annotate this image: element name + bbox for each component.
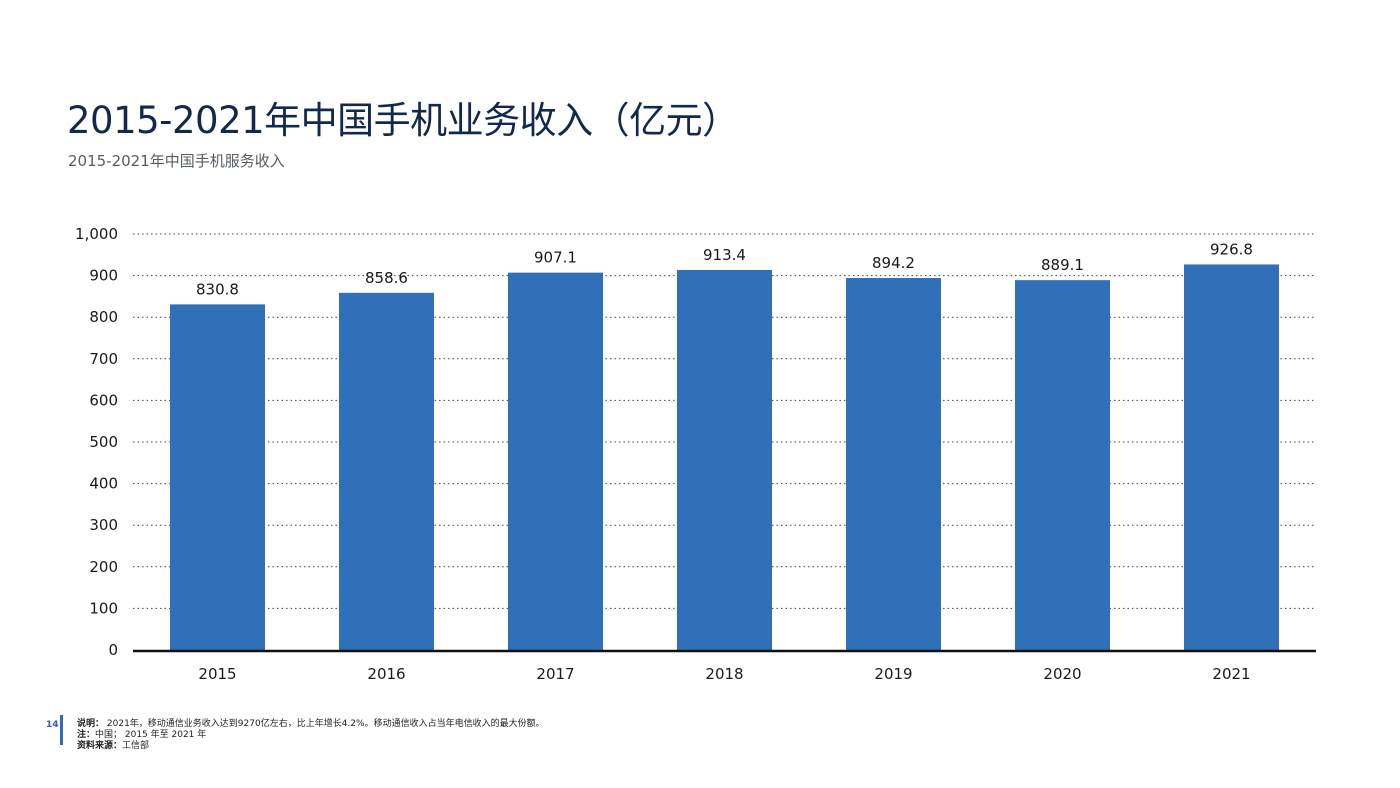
source-text: 工信部 <box>122 741 150 751</box>
bar <box>846 278 941 650</box>
page-subtitle: 2015-2021年中国手机服务收入 <box>68 152 285 170</box>
x-axis-ticks: 2015 2016 2017 2018 2019 2020 2021 <box>198 665 1250 683</box>
x-tick-label: 2019 <box>874 665 912 683</box>
y-tick-label: 200 <box>89 558 118 576</box>
note-line: 注：中国； 2015 年至 2021 年 <box>77 730 545 741</box>
page-number: 14 <box>46 720 59 730</box>
value-label: 926.8 <box>1210 240 1253 258</box>
y-tick-label: 800 <box>89 308 118 326</box>
x-tick-label: 2021 <box>1212 665 1250 683</box>
chart-bars <box>170 264 1279 650</box>
chart-gridlines <box>133 233 1316 609</box>
description-label: 说明： <box>77 719 105 729</box>
bar <box>339 292 434 650</box>
bar <box>1184 264 1279 650</box>
description-line: 说明： 2021年，移动通信业务收入达到9270亿左右，比上年增长4.2%。移动… <box>77 719 545 730</box>
x-tick-label: 2017 <box>536 665 574 683</box>
y-tick-label: 600 <box>89 391 118 409</box>
source-line: 资料来源：工信部 <box>77 741 545 752</box>
x-tick-label: 2018 <box>705 665 743 683</box>
page-title: 2015-2021年中国手机业务收入（亿元） <box>67 99 739 142</box>
bar <box>677 270 772 650</box>
value-label: 894.2 <box>872 254 915 272</box>
x-tick-label: 2015 <box>198 665 236 683</box>
footer-accent-bar <box>60 715 63 745</box>
y-tick-label: 100 <box>89 599 118 617</box>
description-text: 2021年，移动通信业务收入达到9270亿左右，比上年增长4.2%。移动通信收入… <box>106 719 545 729</box>
value-label: 907.1 <box>534 249 577 267</box>
y-tick-label: 900 <box>89 267 118 285</box>
x-tick-label: 2020 <box>1043 665 1081 683</box>
source-label: 资料来源： <box>77 741 123 751</box>
footer-notes: 说明： 2021年，移动通信业务收入达到9270亿左右，比上年增长4.2%。移动… <box>77 719 545 752</box>
x-tick-label: 2016 <box>367 665 405 683</box>
value-label: 858.6 <box>365 269 408 287</box>
note-text: 中国； 2015 年至 2021 年 <box>95 730 207 740</box>
bar <box>1015 280 1110 650</box>
y-tick-label: 1,000 <box>75 225 118 243</box>
y-tick-label: 0 <box>108 641 118 659</box>
y-tick-label: 500 <box>89 433 118 451</box>
y-tick-label: 300 <box>89 516 118 534</box>
value-labels: 830.8 858.6 907.1 913.4 894.2 889.1 926.8 <box>196 240 1253 298</box>
value-label: 889.1 <box>1041 256 1084 274</box>
y-tick-label: 700 <box>89 350 118 368</box>
bar <box>170 304 265 650</box>
bar <box>508 272 603 650</box>
y-axis-ticks: 0 100 200 300 400 500 600 700 800 900 1,000 <box>75 225 118 659</box>
value-label: 830.8 <box>196 280 239 298</box>
note-label: 注： <box>77 730 96 740</box>
y-tick-label: 400 <box>89 475 118 493</box>
value-label: 913.4 <box>703 246 746 264</box>
